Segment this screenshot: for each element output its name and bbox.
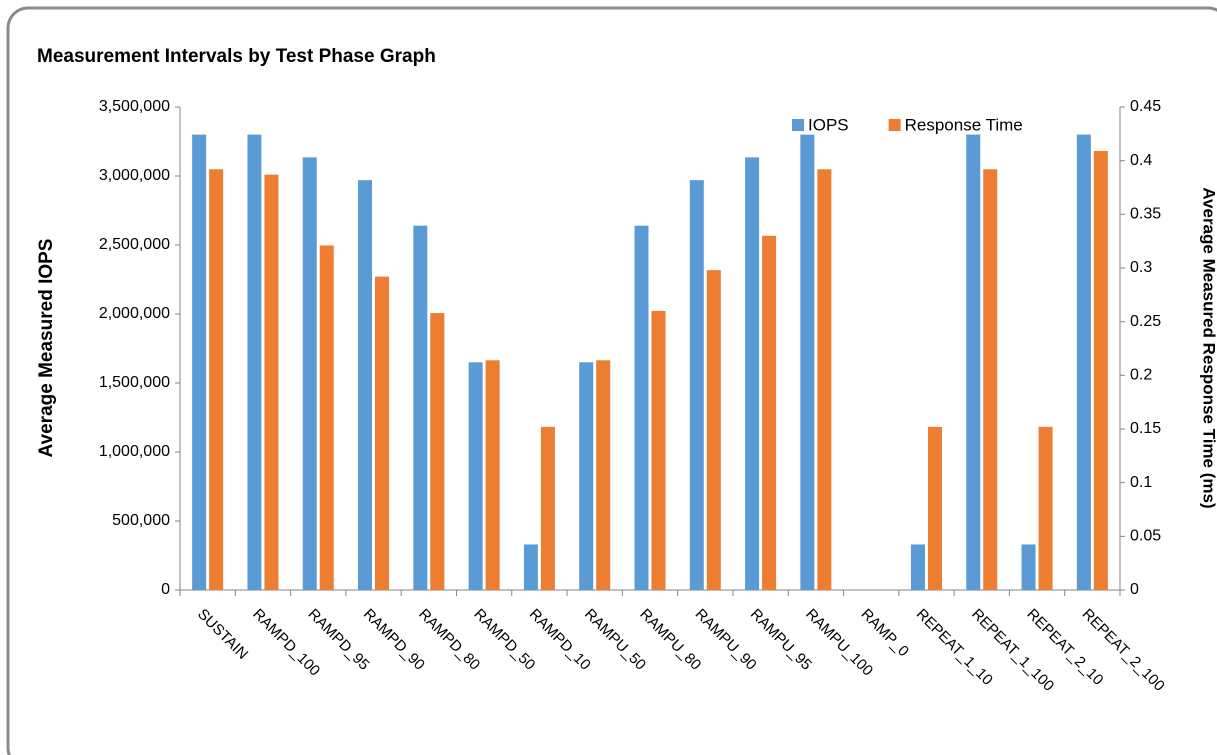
y2-tick-label: 0.05 [1130,528,1161,545]
y2-tick-label: 0 [1130,581,1139,598]
bar [1021,544,1036,590]
bar [927,426,942,590]
bar [192,134,207,590]
bar [247,134,262,590]
bar [579,362,594,590]
y-tick-label: 2,000,000 [99,305,170,322]
bar [540,426,555,590]
bar [634,225,649,590]
y-tick-label: 2,500,000 [99,236,170,253]
y-tick-label: 3,000,000 [99,167,170,184]
legend-label: IOPS [808,115,849,134]
legend-swatch [888,119,901,131]
y2-tick-label: 0.4 [1130,152,1152,169]
bar [1076,134,1091,590]
legend-label: Response Time [905,115,1023,134]
bar [706,270,721,590]
bar [762,235,777,591]
y2-axis-label: Average Measured Response Time (ms) [1200,187,1217,508]
legend-swatch [792,119,804,131]
y2-tick-label: 0.25 [1130,313,1161,330]
bar [523,544,538,590]
bar [358,180,373,590]
bar [596,360,611,590]
y-tick-label: 1,500,000 [99,374,170,391]
bar [1093,151,1108,591]
bar [302,157,317,590]
bar [983,169,998,590]
bar [910,544,925,590]
y-tick-label: 3,500,000 [99,98,170,115]
y-tick-label: 1,000,000 [99,443,170,460]
y-tick-label: 0 [161,581,170,598]
bar [745,157,760,590]
bar [468,362,483,590]
bar [817,169,832,590]
y-axis-label: Average Measured IOPS [36,239,57,458]
y2-tick-label: 0.15 [1130,420,1161,437]
bar [209,169,224,590]
y2-tick-label: 0.2 [1130,367,1152,384]
bar [689,180,704,590]
bar [430,313,445,590]
y2-tick-label: 0.45 [1130,98,1161,115]
bar [966,134,981,590]
bar [1038,426,1053,590]
y2-tick-label: 0.1 [1130,474,1152,491]
bar [485,360,500,590]
bar [800,134,815,590]
chart-title: Measurement Intervals by Test Phase Grap… [37,46,436,67]
bar [413,225,428,590]
bar [651,310,666,590]
bar [319,245,334,590]
y2-tick-label: 0.3 [1130,259,1152,276]
y-tick-label: 500,000 [112,512,170,529]
y2-tick-label: 0.35 [1130,206,1161,223]
bar [264,174,279,590]
bar [375,276,390,590]
